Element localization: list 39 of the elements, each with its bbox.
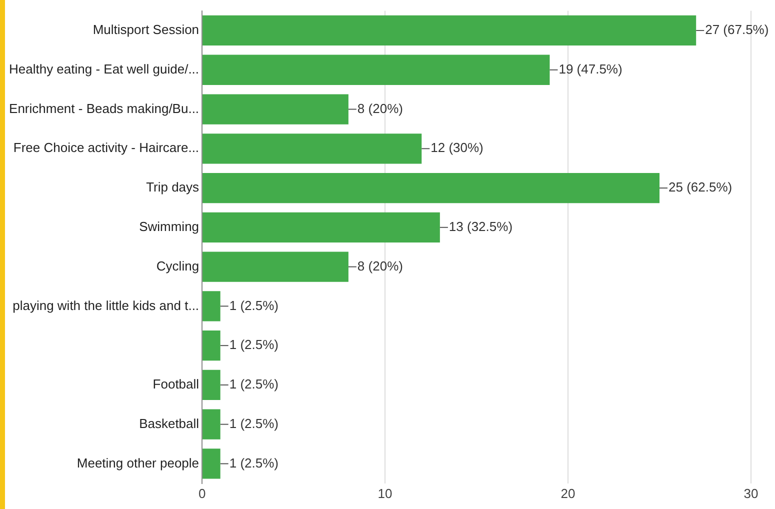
bar <box>202 172 660 204</box>
data-label: 1 (2.5%) <box>229 376 278 392</box>
bar <box>202 94 348 124</box>
data-label: 1 (2.5%) <box>229 298 278 313</box>
data-label: 25 (62.5%) <box>668 180 732 195</box>
y-tick-label: Swimming <box>139 218 200 234</box>
data-label: 12 (30%) <box>430 140 484 156</box>
data-label: 1 (2.5%) <box>229 455 278 470</box>
data-label: 8 (20%) <box>357 100 403 116</box>
data-label: 13 (32.5%) <box>448 218 513 234</box>
x-tick-label: 10 <box>378 486 392 501</box>
y-tick-label: Basketball <box>139 416 200 431</box>
y-tick-label: Multisport Session <box>92 22 200 38</box>
bar <box>202 212 440 242</box>
y-tick-label: Free Choice activity - Haircare... <box>13 140 200 156</box>
bar <box>202 291 220 322</box>
bar <box>202 15 696 46</box>
bar <box>202 330 220 361</box>
data-label: 27 (67.5%) <box>705 22 769 38</box>
bar <box>202 409 220 440</box>
data-label: 1 (2.5%) <box>229 416 278 431</box>
y-tick-label: Meeting other people <box>76 455 200 470</box>
y-tick-label: Cycling <box>156 258 200 274</box>
y-tick-label: Enrichment - Beads making/Bu... <box>9 100 200 116</box>
x-tick-label: 0 <box>198 486 206 501</box>
bar <box>202 448 220 479</box>
bar <box>202 370 220 400</box>
data-label: 19 (47.5%) <box>558 61 622 76</box>
x-tick-label: 20 <box>560 486 576 501</box>
bar <box>202 252 348 282</box>
x-tick-label: 30 <box>744 486 758 501</box>
bar <box>202 134 422 164</box>
y-tick-label: Football <box>152 376 200 392</box>
bar <box>202 54 550 85</box>
y-tick-label: Trip days <box>146 180 200 195</box>
data-label: 1 (2.5%) <box>229 337 278 352</box>
y-tick-label: playing with the little kids and t... <box>12 298 200 313</box>
y-tick-label: Healthy eating - Eat well guide/... <box>8 61 200 76</box>
data-label: 8 (20%) <box>357 258 403 274</box>
